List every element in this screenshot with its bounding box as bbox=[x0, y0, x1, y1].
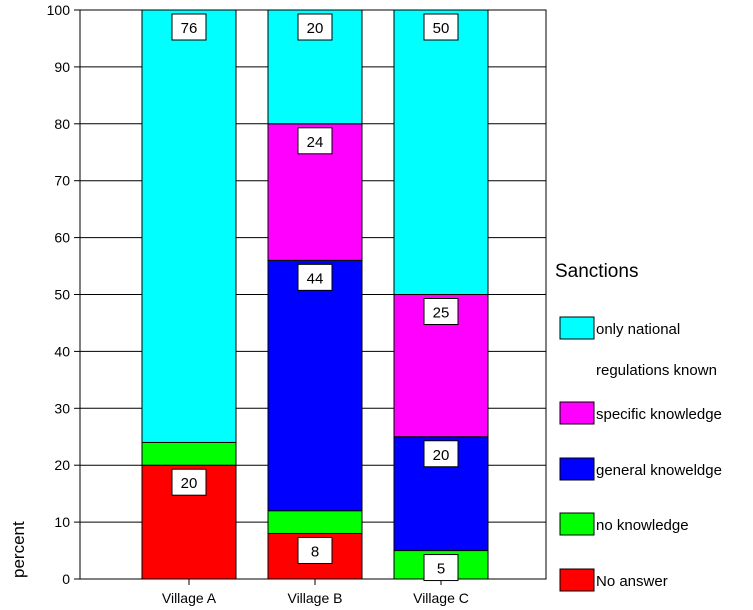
data-label: 25 bbox=[433, 305, 450, 322]
legend-swatch bbox=[559, 512, 595, 536]
data-label: 76 bbox=[181, 20, 198, 37]
data-label: 50 bbox=[433, 20, 450, 37]
data-label: 20 bbox=[307, 20, 324, 37]
data-labels: 20 76 8 44 24 20 5 20 25 50 bbox=[171, 13, 459, 582]
y-tick-label: 0 bbox=[62, 571, 70, 587]
legend-swatch bbox=[559, 401, 595, 425]
data-label: 44 bbox=[307, 270, 324, 287]
bar-segment bbox=[267, 259, 363, 512]
category-label: Village C bbox=[413, 590, 469, 606]
data-label-box bbox=[423, 298, 459, 325]
y-axis-label: percent bbox=[9, 521, 28, 578]
y-tick-label: 30 bbox=[54, 400, 70, 416]
y-tick-label: 50 bbox=[54, 287, 70, 303]
data-label-box bbox=[423, 13, 459, 41]
y-tick-label: 70 bbox=[54, 173, 70, 189]
y-tick-label: 20 bbox=[54, 457, 70, 473]
bar-segment bbox=[393, 9, 489, 295]
legend-swatch bbox=[559, 568, 595, 592]
y-tick-label: 80 bbox=[54, 116, 70, 132]
data-label: 8 bbox=[311, 543, 319, 560]
data-label-box bbox=[297, 263, 333, 291]
category-label: Village A bbox=[162, 590, 217, 606]
bar-segment bbox=[267, 510, 363, 534]
legend-label: only national bbox=[596, 321, 680, 338]
data-label: 20 bbox=[433, 447, 450, 464]
data-label: 24 bbox=[307, 134, 324, 151]
data-label-box bbox=[423, 554, 459, 582]
bars bbox=[141, 9, 489, 580]
data-label-box bbox=[297, 536, 333, 564]
data-label-box bbox=[423, 440, 459, 468]
legend-label: specific knowledge bbox=[596, 406, 722, 423]
legend: Sanctions only national regulations known… bbox=[555, 261, 722, 592]
data-label-box bbox=[171, 468, 207, 496]
legend-title: Sanctions bbox=[555, 261, 638, 282]
data-label-box bbox=[297, 13, 333, 41]
y-tick-label: 60 bbox=[54, 230, 70, 246]
bar-segment bbox=[141, 441, 237, 466]
y-tick-label: 100 bbox=[47, 2, 71, 18]
y-tick-label: 10 bbox=[54, 514, 70, 530]
legend-label: no knowledge bbox=[596, 517, 689, 534]
bar-segment bbox=[141, 9, 237, 443]
plot-frame bbox=[79, 9, 547, 580]
y-tick-label: 40 bbox=[54, 343, 70, 359]
legend-label: regulations known bbox=[596, 362, 717, 379]
y-tick-label: 90 bbox=[54, 59, 70, 75]
data-label-box bbox=[297, 127, 333, 155]
data-label: 5 bbox=[437, 561, 445, 578]
data-label: 20 bbox=[181, 475, 198, 492]
axes: 0 10 20 30 40 50 60 70 80 90 100 Village A Village B… bbox=[47, 2, 547, 606]
legend-label: No answer bbox=[596, 573, 668, 590]
legend-label: general knoweldge bbox=[596, 462, 722, 479]
category-label: Village B bbox=[287, 590, 342, 606]
legend-swatch bbox=[559, 316, 595, 340]
data-label-box bbox=[171, 13, 207, 41]
legend-swatch bbox=[559, 457, 595, 481]
